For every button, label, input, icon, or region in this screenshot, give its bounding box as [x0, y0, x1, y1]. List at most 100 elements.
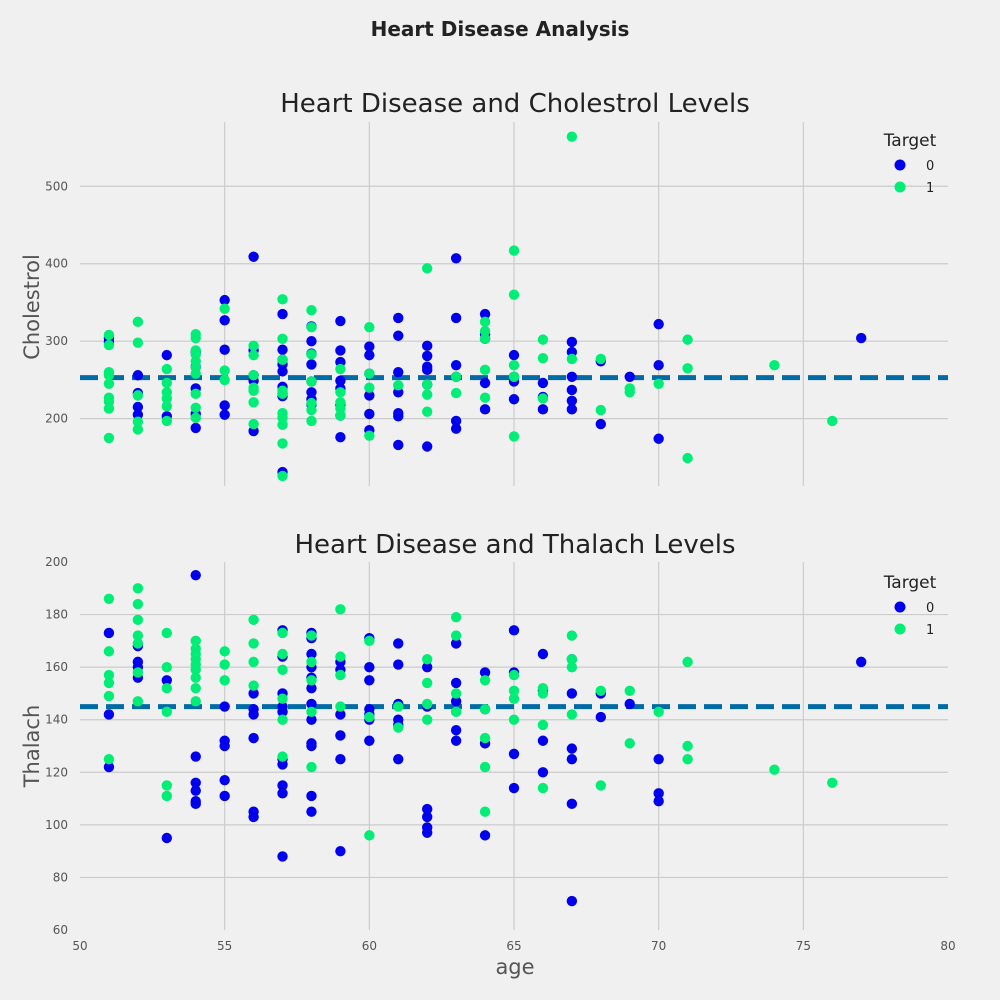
- thalach-point-target-1: [624, 738, 635, 749]
- cholesterol-legend-title: Target: [883, 131, 937, 151]
- cholesterol-point-target-1: [161, 401, 172, 412]
- cholesterol-subplot: 200 300 400 500 Heart Disease and Cholestro…: [20, 89, 948, 486]
- thalach-point-target-1: [335, 604, 346, 615]
- cholesterol-point-target-1: [277, 294, 288, 305]
- thalach-y-tick-label: 100: [45, 818, 68, 832]
- cholesterol-point-target-0: [393, 411, 404, 422]
- cholesterol-point-target-1: [306, 322, 317, 333]
- cholesterol-point-target-0: [595, 418, 606, 430]
- cholesterol-point-target-1: [393, 380, 404, 391]
- thalach-point-target-1: [450, 688, 462, 699]
- thalach-point-target-1: [161, 706, 172, 718]
- thalach-point-target-0: [537, 767, 549, 778]
- cholesterol-point-target-0: [277, 344, 288, 355]
- thalach-point-target-0: [422, 827, 433, 838]
- thalach-point-target-0: [277, 759, 288, 770]
- thalach-point-target-0: [422, 811, 433, 823]
- cholesterol-point-target-1: [479, 325, 491, 337]
- thalach-point-target-0: [393, 753, 404, 765]
- cholesterol-chart-title: Heart Disease and Cholestrol Levels: [280, 89, 750, 119]
- cholesterol-point-target-0: [653, 318, 664, 330]
- thalach-point-target-1: [422, 654, 433, 665]
- cholesterol-point-target-0: [364, 349, 375, 361]
- thalach-point-target-1: [306, 761, 317, 773]
- thalach-point-target-1: [595, 685, 606, 696]
- thalach-point-target-1: [190, 696, 201, 707]
- thalach-x-tick-label: 80: [940, 939, 955, 953]
- cholesterol-point-target-1: [595, 404, 606, 416]
- cholesterol-point-target-1: [277, 333, 288, 345]
- cholesterol-point-target-0: [479, 377, 491, 389]
- thalach-point-target-0: [306, 740, 317, 752]
- thalach-point-target-1: [364, 711, 375, 723]
- thalach-x-tick-label: 70: [651, 939, 666, 953]
- cholesterol-point-target-0: [393, 439, 404, 451]
- thalach-point-target-1: [103, 593, 115, 604]
- cholesterol-point-target-0: [537, 377, 549, 389]
- thalach-points: [103, 569, 867, 907]
- thalach-point-target-0: [566, 743, 578, 754]
- thalach-point-target-0: [537, 648, 549, 660]
- thalach-point-target-1: [277, 751, 288, 762]
- thalach-legend-label-1: 1: [926, 623, 934, 638]
- cholesterol-point-target-1: [508, 245, 520, 256]
- thalach-y-tick-label: 200: [45, 555, 68, 569]
- thalach-point-target-0: [306, 714, 317, 725]
- cholesterol-point-target-1: [306, 304, 317, 316]
- thalach-point-target-0: [248, 732, 259, 744]
- thalach-point-target-1: [537, 688, 549, 699]
- thalach-point-target-1: [132, 696, 144, 707]
- thalach-legend-label-0: 0: [926, 601, 934, 616]
- cholesterol-point-target-0: [537, 404, 549, 415]
- thalach-point-target-1: [277, 664, 288, 675]
- thalach-point-target-1: [219, 675, 230, 686]
- thalach-point-target-1: [335, 669, 346, 681]
- thalach-point-target-0: [161, 832, 172, 844]
- thalach-point-target-1: [450, 630, 462, 641]
- cholesterol-point-target-0: [161, 349, 172, 361]
- cholesterol-point-target-1: [190, 388, 201, 400]
- thalach-point-target-0: [450, 638, 462, 649]
- cholesterol-point-target-0: [248, 251, 259, 262]
- thalach-point-target-0: [219, 740, 230, 752]
- cholesterol-point-target-1: [132, 337, 144, 348]
- cholesterol-point-target-0: [364, 390, 375, 401]
- thalach-point-target-1: [103, 753, 115, 765]
- cholesterol-point-target-1: [277, 388, 288, 400]
- thalach-chart-title: Heart Disease and Thalach Levels: [295, 530, 736, 560]
- thalach-point-target-1: [682, 753, 693, 765]
- cholesterol-point-target-1: [537, 334, 549, 345]
- thalach-point-target-0: [190, 777, 201, 788]
- cholesterol-point-target-1: [653, 378, 664, 389]
- cholesterol-point-target-0: [450, 312, 462, 324]
- thalach-point-target-1: [566, 709, 578, 720]
- thalach-point-target-0: [537, 735, 549, 746]
- thalach-point-target-0: [335, 753, 346, 765]
- cholesterol-point-target-1: [248, 385, 259, 396]
- cholesterol-point-target-1: [248, 397, 259, 408]
- thalach-point-target-0: [479, 667, 491, 678]
- thalach-y-tick-label: 180: [45, 608, 68, 622]
- thalach-point-target-0: [219, 774, 230, 786]
- cholesterol-point-target-0: [335, 345, 346, 356]
- cholesterol-point-target-0: [190, 422, 201, 434]
- cholesterol-point-target-1: [566, 353, 578, 365]
- thalach-point-target-1: [306, 706, 317, 718]
- thalach-point-target-1: [132, 598, 144, 610]
- thalach-point-target-0: [624, 698, 635, 710]
- cholesterol-point-target-1: [219, 365, 230, 376]
- cholesterol-legend-marker-1: [894, 181, 906, 193]
- cholesterol-point-target-0: [219, 315, 230, 326]
- cholesterol-point-target-1: [364, 368, 375, 379]
- thalach-point-target-1: [103, 646, 115, 657]
- cholesterol-point-target-1: [422, 406, 433, 417]
- cholesterol-y-tick-label: 500: [45, 179, 68, 193]
- cholesterol-point-target-0: [508, 349, 520, 361]
- thalach-point-target-0: [306, 682, 317, 694]
- thalach-point-target-0: [422, 661, 433, 673]
- thalach-point-target-0: [566, 798, 578, 810]
- cholesterol-point-target-0: [856, 332, 867, 344]
- thalach-point-target-1: [277, 627, 288, 639]
- thalach-point-target-0: [422, 803, 433, 815]
- thalach-point-target-1: [277, 693, 288, 704]
